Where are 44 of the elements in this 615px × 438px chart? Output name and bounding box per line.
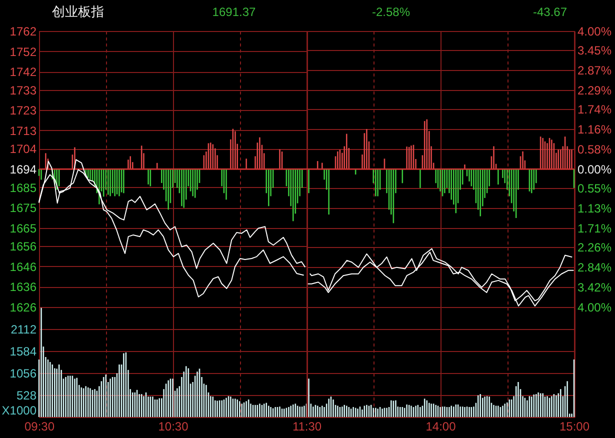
x-tick-label: 10:30 [158,420,189,434]
y-tick-label: 2.87% [578,63,612,78]
y-tick-label: 0.58% [578,142,612,156]
x-tick-label: 14:00 [426,420,456,434]
y-tick-label: 1665 [10,221,37,236]
y-tick-label: 1762 [10,24,37,38]
x-tick-label: 09:30 [24,420,55,434]
y-tick-label: 1584 [10,344,37,358]
y-tick-label: 1704 [10,142,37,156]
y-tick-label: 1646 [10,260,37,274]
chart-title: 创业板指 [52,4,104,20]
y-tick-label: 1675 [10,201,37,216]
y-tick-label: 3.42% [578,280,612,294]
x-tick-label: 15:00 [559,420,590,434]
y-tick-label: 1713 [10,124,37,138]
y-tick-label: 1752 [10,44,37,59]
y-tick-label: X1000 [2,404,37,418]
text: 1691.37 [212,4,256,20]
y-tick-label: 2.26% [578,240,612,254]
y-tick-label: 1.16% [578,122,612,136]
y-tick-label: 4.00% [578,24,612,38]
y-tick-label: 1056 [10,366,37,380]
y-tick-label: 1.71% [578,221,612,236]
x-tick-label: 11:30 [292,420,322,434]
y-tick-label: 1626 [10,300,37,314]
y-tick-label: 2.84% [578,260,612,274]
y-tick-label: 1742 [10,65,37,80]
y-tick-label: 1636 [10,280,37,294]
y-tick-label: 1733 [10,83,37,98]
y-tick-label: 528 [16,388,37,402]
text: -2.58% [372,4,410,20]
y-tick-label: 3.45% [578,43,612,58]
y-tick-label: 1.13% [578,201,612,216]
y-tick-label: 2.29% [578,83,612,98]
text: -43.67 [532,4,568,20]
y-tick-label: 0.00% [578,162,612,176]
y-tick-label: 1723 [10,104,37,118]
y-tick-label: 4.00% [578,300,612,314]
y-tick-label: 1656 [10,240,37,254]
y-tick-label: 1.74% [578,102,612,116]
y-tick-label: 1694 [10,162,37,176]
y-tick-label: 2112 [10,322,37,336]
y-tick-label: 1685 [10,180,37,195]
y-tick-label: 0.55% [578,181,612,196]
